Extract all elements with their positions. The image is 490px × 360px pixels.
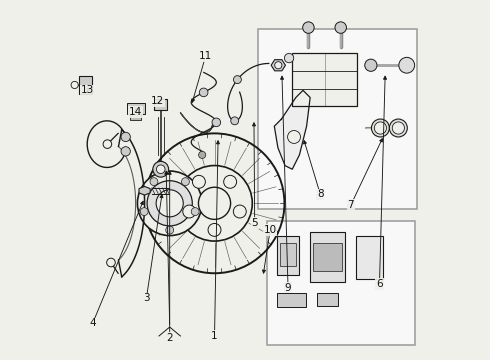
FancyBboxPatch shape (310, 232, 345, 282)
Circle shape (177, 166, 252, 241)
Circle shape (198, 151, 206, 158)
Circle shape (233, 205, 246, 218)
Circle shape (288, 131, 300, 143)
Circle shape (275, 62, 282, 69)
FancyBboxPatch shape (258, 30, 417, 209)
Text: 10: 10 (264, 225, 277, 235)
Text: 1: 1 (211, 331, 218, 341)
Circle shape (183, 205, 196, 218)
Polygon shape (274, 90, 310, 169)
Circle shape (191, 208, 199, 216)
Circle shape (335, 22, 346, 33)
FancyBboxPatch shape (356, 235, 383, 279)
Circle shape (231, 117, 239, 125)
FancyBboxPatch shape (79, 76, 92, 94)
Text: 2: 2 (167, 333, 173, 343)
Circle shape (121, 147, 130, 156)
Circle shape (223, 175, 237, 188)
Text: 12: 12 (150, 96, 164, 106)
Circle shape (212, 118, 220, 127)
Text: 8: 8 (317, 189, 323, 199)
Circle shape (193, 175, 205, 188)
Circle shape (147, 181, 192, 226)
FancyBboxPatch shape (154, 99, 167, 110)
Circle shape (107, 258, 115, 267)
Text: 13: 13 (81, 85, 95, 95)
Circle shape (303, 22, 314, 33)
Circle shape (399, 57, 415, 73)
Text: 6: 6 (376, 279, 383, 289)
Circle shape (71, 81, 78, 89)
Circle shape (233, 76, 242, 84)
Circle shape (374, 122, 387, 134)
Circle shape (166, 226, 173, 234)
Polygon shape (271, 60, 286, 71)
Circle shape (284, 53, 294, 63)
Circle shape (156, 190, 183, 217)
Circle shape (181, 178, 189, 186)
Circle shape (390, 119, 407, 137)
Text: 5: 5 (251, 218, 258, 228)
Circle shape (392, 122, 404, 134)
FancyBboxPatch shape (267, 221, 416, 345)
Text: 11: 11 (199, 51, 212, 61)
FancyBboxPatch shape (280, 243, 296, 266)
Circle shape (153, 161, 169, 177)
Circle shape (137, 171, 202, 235)
FancyBboxPatch shape (293, 53, 357, 107)
Text: 14: 14 (129, 107, 142, 117)
Text: 9: 9 (285, 283, 292, 293)
FancyBboxPatch shape (313, 243, 342, 271)
Circle shape (199, 88, 208, 97)
Circle shape (150, 178, 158, 186)
Circle shape (156, 165, 165, 174)
Circle shape (365, 59, 377, 71)
FancyBboxPatch shape (317, 293, 338, 306)
Circle shape (198, 187, 231, 219)
Circle shape (103, 140, 112, 148)
Circle shape (208, 224, 221, 236)
Text: 7: 7 (347, 200, 354, 210)
Polygon shape (139, 186, 150, 195)
FancyBboxPatch shape (126, 103, 145, 114)
Circle shape (140, 208, 148, 216)
FancyBboxPatch shape (277, 293, 306, 307)
Text: 3: 3 (143, 293, 149, 303)
Circle shape (121, 132, 130, 141)
Text: 4: 4 (89, 319, 96, 328)
FancyBboxPatch shape (130, 114, 141, 120)
Circle shape (371, 119, 390, 137)
FancyBboxPatch shape (277, 235, 299, 275)
